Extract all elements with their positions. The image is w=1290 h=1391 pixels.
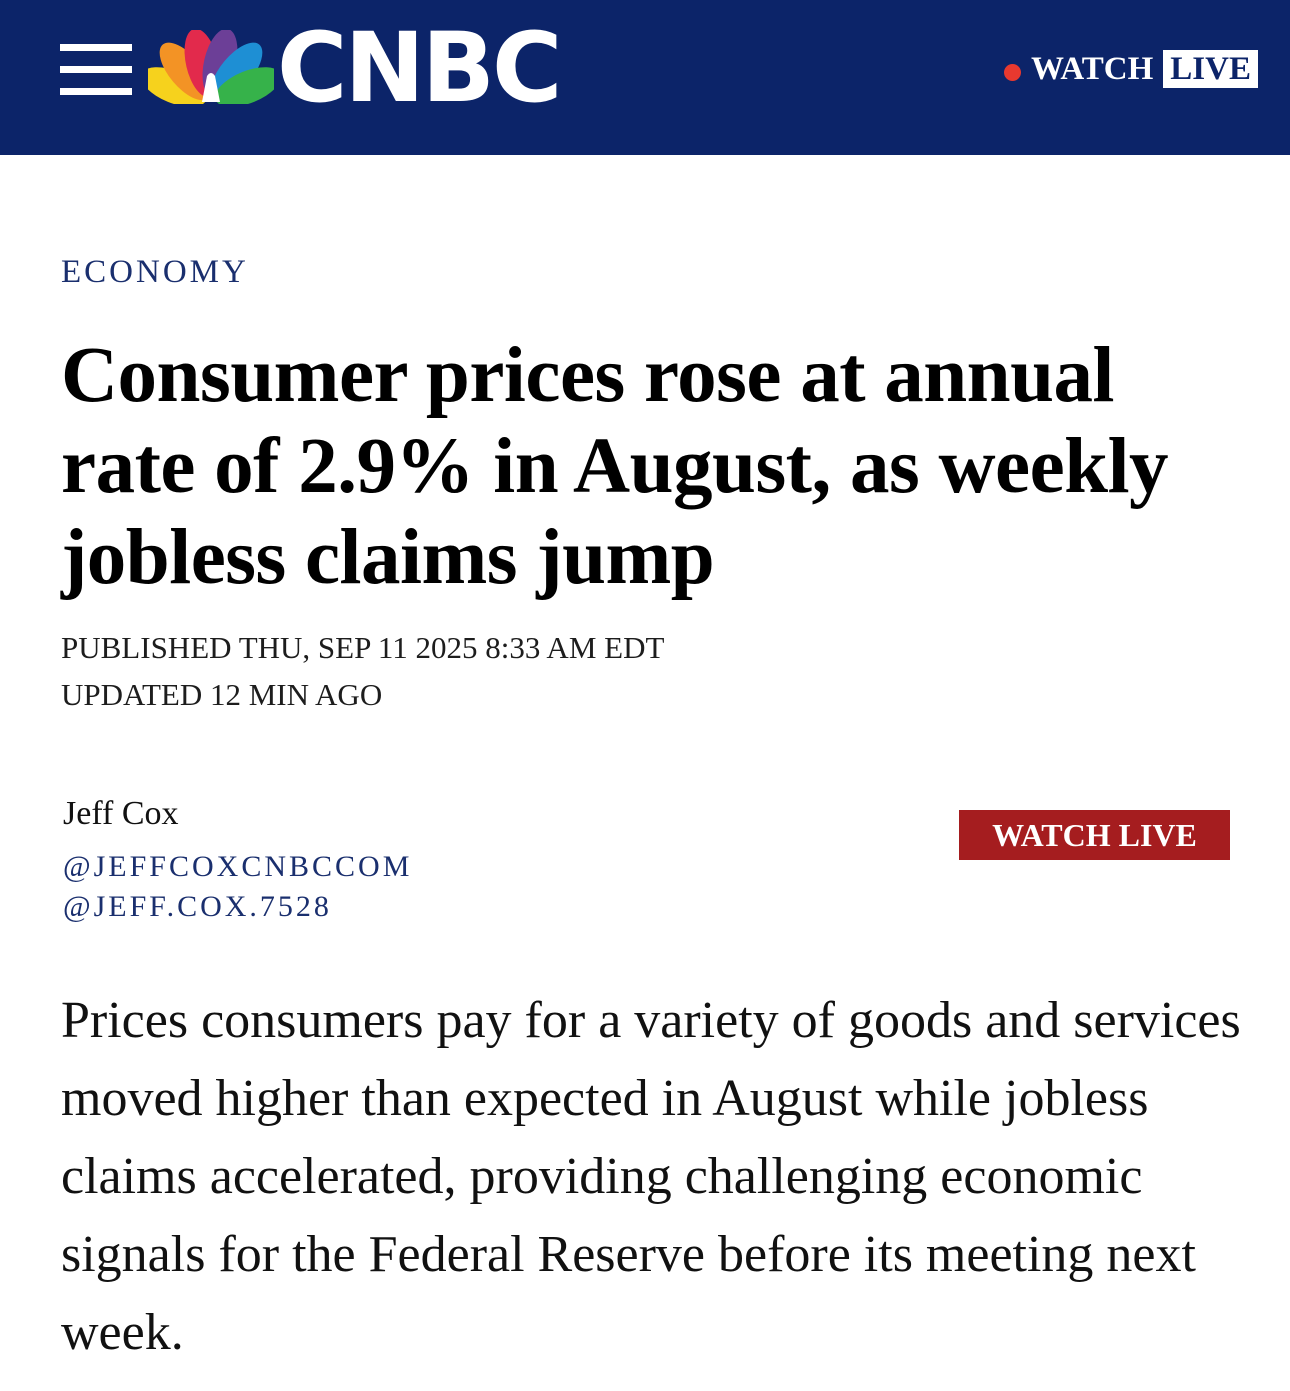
author-twitter-link[interactable]: @JEFFCOXCNBCCOM — [63, 850, 413, 883]
cnbc-peacock-logo[interactable] — [148, 30, 274, 104]
menu-line — [60, 44, 132, 51]
site-header: CNBC WATCH LIVE — [0, 0, 1290, 155]
published-timestamp: PUBLISHED THU, SEP 11 2025 8:33 AM EDT — [61, 630, 665, 665]
article-body-paragraph: Prices consumers pay for a variety of go… — [61, 992, 1241, 1361]
author-name[interactable]: Jeff Cox — [63, 795, 179, 832]
header-watch-live-button[interactable]: WATCH LIVE — [1004, 50, 1258, 88]
article-headline: Consumer prices rose at annual rate of 2… — [61, 332, 1169, 601]
author-facebook-link[interactable]: @JEFF.COX.7528 — [63, 890, 332, 923]
menu-line — [60, 66, 132, 73]
header-live-label: LIVE — [1163, 50, 1258, 88]
watch-live-button[interactable]: WATCH LIVE — [959, 810, 1230, 860]
section-label-economy[interactable]: ECONOMY — [61, 254, 249, 290]
updated-timestamp: UPDATED 12 MIN AGO — [61, 677, 383, 712]
header-watch-label: WATCH — [1031, 50, 1154, 87]
live-dot-icon — [1004, 63, 1022, 81]
menu-line — [60, 88, 132, 95]
cnbc-wordmark[interactable]: CNBC — [277, 12, 562, 124]
hamburger-menu-icon[interactable] — [60, 43, 132, 98]
